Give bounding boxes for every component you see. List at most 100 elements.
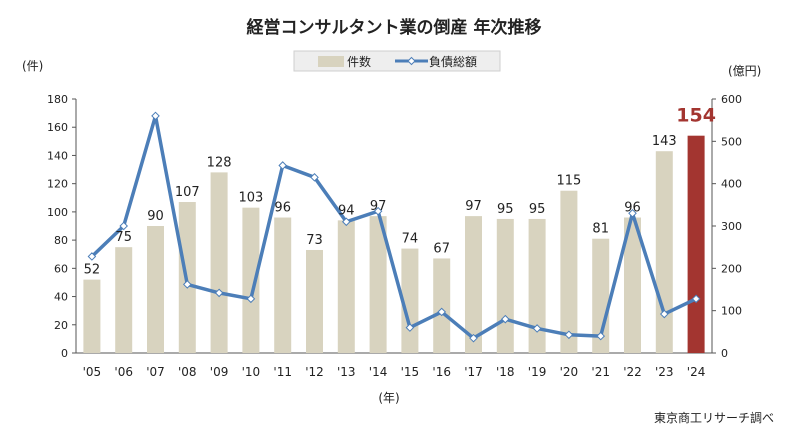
bar-value-label: 128 [207, 155, 232, 170]
x-tick-label: '16 [432, 365, 451, 379]
x-tick-label: '08 [178, 365, 197, 379]
bar [242, 207, 260, 353]
left-tick-label: 20 [54, 319, 68, 332]
line-point [596, 331, 606, 341]
x-tick-label: '20 [560, 365, 579, 379]
bar-value-label: 95 [529, 202, 546, 217]
line-point [564, 330, 574, 340]
line-point [373, 206, 383, 216]
legend-bar-swatch [318, 56, 344, 67]
left-tick-label: 80 [54, 234, 68, 247]
x-tick-label: '19 [528, 365, 547, 379]
bar [83, 279, 101, 353]
x-tick-label: '06 [114, 365, 133, 379]
bar-value-label: 143 [652, 134, 677, 149]
bar-value-label: 96 [624, 201, 641, 216]
line-series-path [90, 114, 697, 340]
bar [210, 172, 228, 353]
line-point [278, 161, 288, 170]
bar [274, 217, 292, 353]
line-point [151, 111, 160, 121]
line-point [659, 309, 669, 319]
x-tick-label: '14 [369, 365, 388, 379]
x-tick-label: '21 [591, 365, 610, 379]
line-point [437, 307, 447, 317]
left-tick-label: 140 [47, 149, 68, 162]
legend-line-marker [407, 56, 416, 66]
legend-line-label: 負債総額 [429, 54, 477, 69]
x-tick-label: '10 [242, 365, 261, 379]
bar-value-label: 52 [84, 263, 101, 278]
legend: 件数 負債総額 [293, 50, 501, 72]
legend-bar-label: 件数 [347, 54, 371, 69]
right-tick-label: 400 [721, 178, 742, 191]
x-axis-label: (年) [378, 391, 399, 405]
left-axis-unit: (件) [22, 59, 43, 73]
x-tick-label: '11 [273, 365, 292, 379]
x-tick-label: '15 [401, 365, 420, 379]
bar-value-label: 115 [556, 174, 581, 189]
left-tick-label: 160 [47, 121, 68, 134]
line-point [691, 294, 701, 304]
line-point [182, 280, 192, 289]
bar-value-label: 95 [497, 202, 514, 217]
left-tick-label: 120 [47, 178, 68, 191]
x-tick-label: '07 [146, 365, 165, 379]
plot-area: 0 20 40 60 80 100 120 140 160 180 0 100 200 300 400 500… [47, 93, 742, 379]
bar [528, 218, 546, 353]
x-tick-label: '17 [464, 365, 483, 379]
bar-value-label: 90 [147, 209, 164, 224]
bar-value-label: 73 [306, 233, 323, 248]
left-tick-label: 60 [54, 262, 68, 275]
right-tick-label: 300 [721, 220, 742, 233]
right-tick-label: 600 [721, 93, 742, 106]
bar [433, 258, 451, 353]
bar-value-label: 94 [338, 203, 355, 218]
source-note: 東京商工リサーチ調べ [654, 410, 774, 425]
bar-value-label: 103 [238, 191, 263, 206]
bar [465, 216, 482, 353]
bar-value-label-highlight: 154 [676, 105, 716, 127]
line-point [469, 333, 478, 343]
line-point [532, 324, 542, 333]
bar [560, 190, 578, 353]
bar-value-label: 75 [115, 230, 132, 245]
x-tick-label: '22 [623, 365, 642, 379]
line-point [405, 323, 415, 332]
right-tick-label: 100 [721, 305, 742, 318]
x-tick-label: '23 [655, 365, 674, 379]
line-point [87, 252, 97, 261]
bar [369, 216, 387, 353]
line-point [500, 314, 510, 324]
bar-value-label: 67 [433, 241, 450, 256]
line-point [628, 208, 637, 218]
x-tick-label: '12 [305, 365, 324, 379]
left-tick-label: 100 [47, 206, 68, 219]
bar [147, 226, 164, 353]
bar-value-label: 74 [402, 232, 419, 247]
bar [337, 220, 355, 353]
x-tick-label: '18 [496, 365, 515, 379]
right-tick-label: 200 [721, 262, 742, 275]
line-point [341, 217, 351, 227]
x-tick-label: '13 [337, 365, 356, 379]
left-tick-label: 40 [54, 291, 68, 304]
x-tick-label: '05 [83, 365, 102, 379]
right-axis-unit: (億円) [728, 64, 761, 78]
bar-value-label: 107 [175, 185, 200, 200]
right-tick-label: 500 [721, 135, 742, 148]
line-point [310, 173, 319, 182]
line-point [246, 294, 256, 304]
bar [306, 249, 323, 353]
x-tick-label: '24 [687, 365, 706, 379]
bar [655, 151, 673, 353]
bar [496, 218, 514, 353]
left-tick-label: 0 [61, 347, 68, 360]
bar [624, 217, 641, 353]
chart-title: 経営コンサルタント業の倒産 年次推移 [247, 17, 542, 38]
bar-value-label: 97 [465, 199, 482, 214]
line-point [214, 288, 224, 298]
line-point [119, 221, 129, 231]
bar [115, 247, 133, 353]
